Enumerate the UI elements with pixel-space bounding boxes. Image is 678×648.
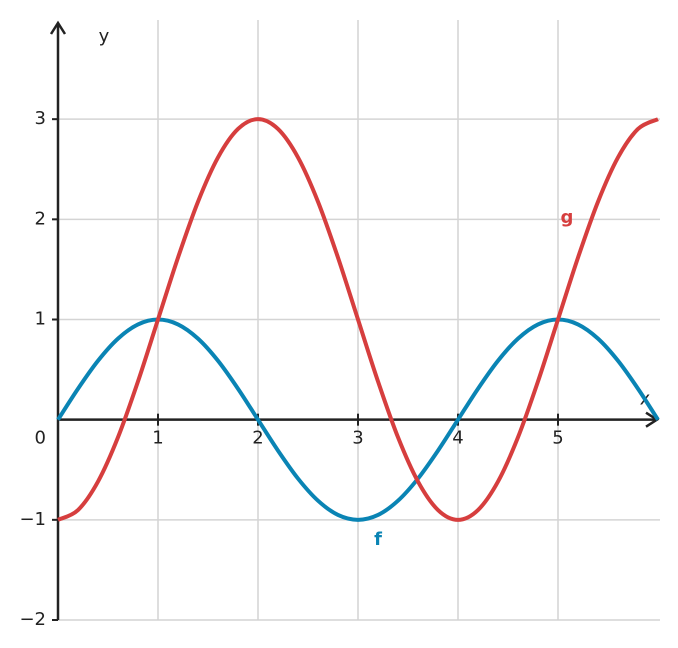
y-tick-label: 3 [35, 108, 46, 129]
series-line [57, 117, 659, 522]
x-tick-label: 4 [452, 428, 463, 449]
y-axis-label: y [99, 26, 110, 47]
y-tick-label: −1 [19, 509, 46, 530]
x-tick-label: 2 [252, 428, 263, 449]
series-label: f [374, 529, 382, 550]
y-tick-label: 2 [35, 208, 46, 229]
y-axis-arrow [49, 20, 67, 35]
y-tick-label: 1 [35, 308, 46, 329]
origin-label: 0 [35, 428, 46, 449]
x-tick-label: 1 [152, 428, 163, 449]
series-label: g [561, 207, 574, 228]
x-tick-label: 3 [352, 428, 363, 449]
x-tick-label: 5 [552, 428, 563, 449]
y-tick-label: −2 [19, 609, 46, 630]
